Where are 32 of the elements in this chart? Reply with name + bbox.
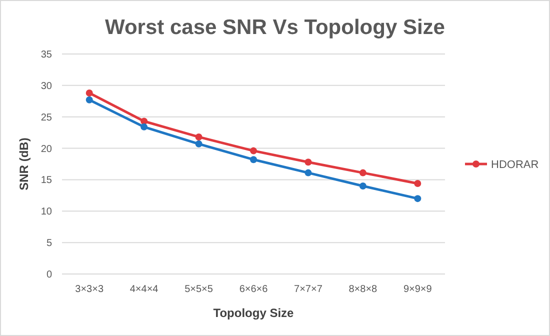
point (250, 156, 257, 164)
x-tick-label: 3×3×3 (75, 284, 104, 295)
y-tick-label: 15 (40, 175, 52, 186)
x-tick-label: 4×4×4 (130, 284, 159, 295)
point (250, 147, 257, 154)
point (195, 140, 202, 148)
point (86, 89, 93, 96)
point (86, 96, 93, 104)
x-tick-label: 5×5×5 (184, 284, 214, 295)
y-tick-label: 30 (40, 80, 52, 92)
point (414, 180, 422, 187)
point (359, 182, 366, 190)
y-tick-label: 25 (40, 112, 52, 124)
y-tick-label: 20 (40, 144, 52, 155)
point (359, 169, 366, 176)
x-tick-label: 7×7×7 (294, 284, 323, 295)
point (195, 133, 202, 140)
y-tick-label: 10 (40, 206, 52, 218)
y-tick-label: 5 (46, 238, 52, 250)
y-tick-label: 35 (40, 50, 52, 60)
x-tick-label: 6×6×6 (239, 284, 268, 295)
chart-title: Worst case SNR Vs Topology Size (105, 16, 445, 39)
y-axis-title: SNR (dB) (17, 138, 31, 190)
point (140, 123, 148, 130)
y-tick-label: 0 (46, 270, 52, 280)
x-axis-title: Topology Size (213, 306, 294, 320)
legend-label: HDORAR (491, 158, 539, 171)
x-tick-label: 8×8×8 (348, 284, 378, 295)
point (304, 169, 312, 176)
point (304, 158, 312, 166)
point (414, 195, 422, 202)
x-tick-label: 9×9×9 (403, 284, 432, 295)
